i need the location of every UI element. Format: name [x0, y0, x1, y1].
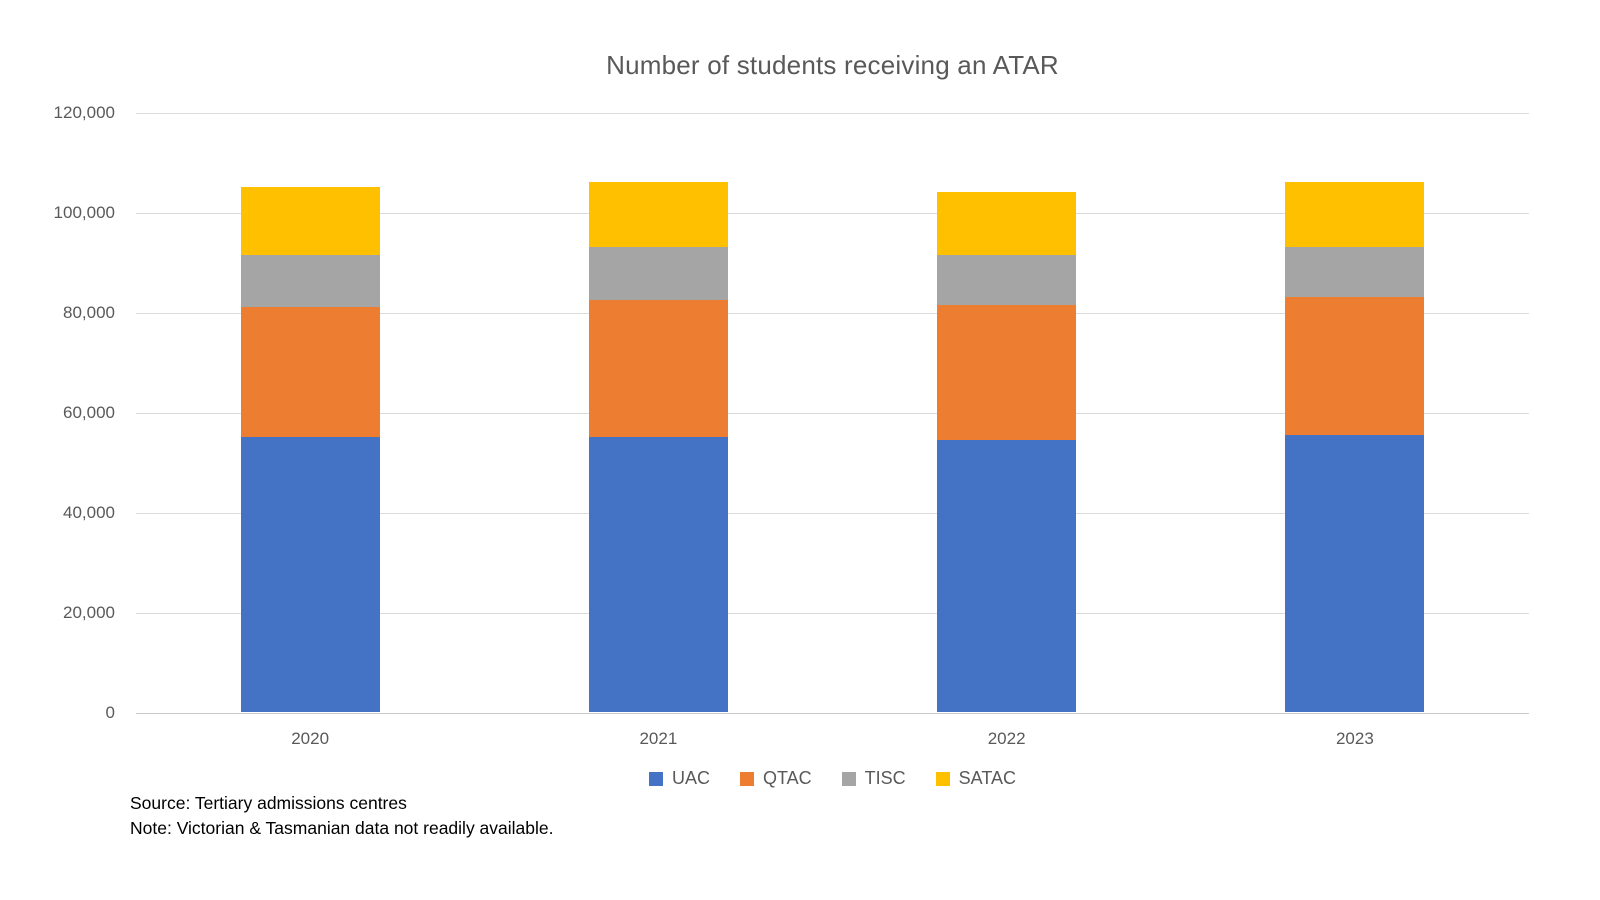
legend-label: QTAC [762, 768, 812, 788]
legend-item-satac: SATAC [935, 768, 1017, 789]
x-tick-label-2021: 2021 [639, 729, 678, 748]
x-axis: 2020 2021 2022 2023 [136, 713, 1529, 753]
chart-title: Number of students receiving an ATAR [606, 50, 1059, 80]
bar-segment-satac-2023 [1285, 182, 1425, 247]
bar-segment-uac-2023 [1285, 434, 1425, 712]
bar-segment-satac-2022 [937, 192, 1077, 255]
plot-area [136, 112, 1529, 714]
y-tick-label: 80,000 [63, 303, 115, 322]
bar-segment-tisc-2022 [937, 254, 1077, 305]
stacked-bar-2022 [937, 112, 1077, 712]
legend-marker-icon [648, 771, 663, 786]
legend-item-tisc: TISC [841, 768, 906, 789]
bar-segment-qtac-2021 [588, 299, 728, 437]
y-axis: 120,000 100,000 80,000 60,000 40,000 20,000 0 [0, 103, 115, 722]
x-tick-label-2020: 2020 [291, 729, 330, 748]
stacked-bar-2021 [588, 112, 728, 712]
bar-segment-uac-2021 [588, 437, 728, 712]
legend-item-qtac: QTAC [739, 768, 812, 789]
availability-note: Note: Victorian & Tasmanian data not rea… [130, 818, 554, 838]
bar-segment-satac-2020 [240, 187, 380, 255]
x-tick-label-2022: 2022 [987, 729, 1026, 748]
bar-segment-uac-2020 [240, 437, 380, 712]
gridline [136, 413, 1529, 414]
gridline [136, 513, 1529, 514]
gridline [136, 613, 1529, 614]
bar-segment-uac-2022 [937, 439, 1077, 712]
bar-segment-satac-2021 [588, 182, 728, 247]
source-note: Source: Tertiary admissions centres [130, 793, 407, 813]
gridline [136, 313, 1529, 314]
legend-marker-icon [739, 771, 754, 786]
legend: UAC QTAC TISC SATAC [136, 768, 1529, 789]
y-tick-label: 20,000 [63, 603, 115, 622]
x-tick-label-2023: 2023 [1335, 729, 1374, 748]
y-tick-label: 0 [105, 703, 115, 722]
legend-label: TISC [864, 768, 906, 788]
bar-segment-qtac-2020 [240, 307, 380, 437]
legend-label: UAC [671, 768, 710, 788]
legend-label: SATAC [958, 768, 1017, 788]
stacked-bar-2023 [1285, 112, 1425, 712]
bar-segment-tisc-2021 [588, 247, 728, 300]
legend-marker-icon [935, 771, 950, 786]
bar-segment-qtac-2022 [937, 304, 1077, 440]
bar-segment-qtac-2023 [1285, 297, 1425, 435]
chart-footer: Source: Tertiary admissions centres Note… [130, 791, 554, 841]
bar-segment-tisc-2020 [240, 254, 380, 307]
x-axis-line [136, 713, 1529, 714]
gridline [136, 213, 1529, 214]
bar-segment-tisc-2023 [1285, 247, 1425, 297]
stacked-bar-2020 [240, 112, 380, 712]
legend-marker-icon [841, 771, 856, 786]
legend-item-uac: UAC [648, 768, 710, 789]
y-tick-label: 60,000 [63, 403, 115, 422]
y-tick-label: 120,000 [53, 103, 115, 122]
gridline [136, 113, 1529, 114]
y-tick-label: 100,000 [53, 203, 115, 222]
y-tick-label: 40,000 [63, 503, 115, 522]
